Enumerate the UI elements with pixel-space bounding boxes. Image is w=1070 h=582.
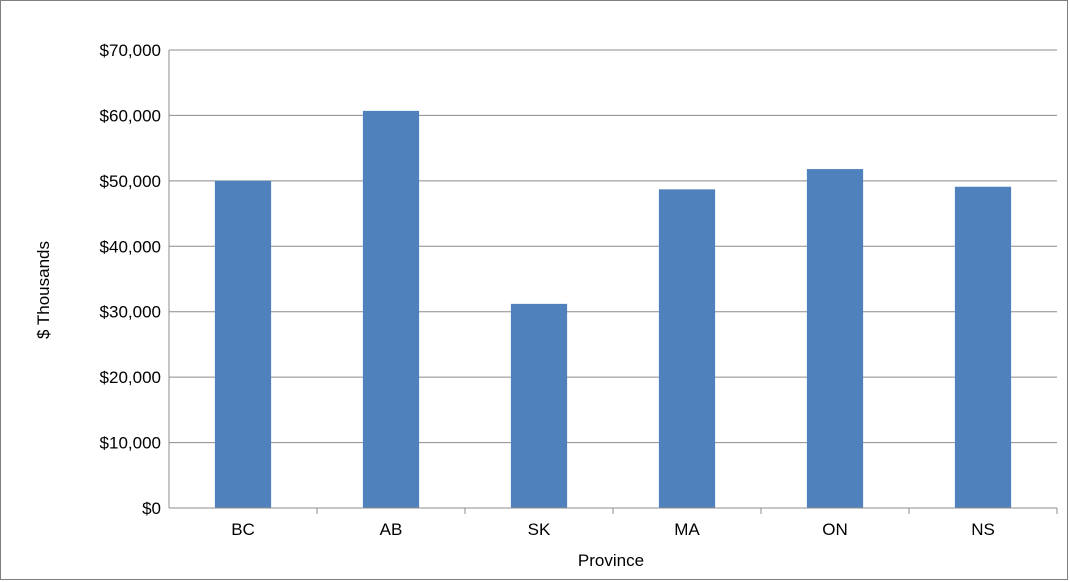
- x-tick-label: MA: [674, 520, 700, 539]
- y-tick-label: $40,000: [100, 237, 161, 256]
- x-tick-label: SK: [528, 520, 551, 539]
- bar-ma: [658, 189, 716, 508]
- gridlines: [169, 49, 1057, 444]
- y-tick-label: $70,000: [100, 41, 161, 60]
- y-tick-labels: $0 $10,000 $20,000 $30,000 $40,000 $50,000 $60…: [100, 41, 161, 518]
- x-tick-label: NS: [971, 520, 995, 539]
- x-tick-label: BC: [231, 520, 255, 539]
- x-axis-title: Province: [578, 551, 644, 570]
- x-tick-labels: BC AB SK MA ON NS: [231, 520, 995, 539]
- bars: [214, 110, 1012, 508]
- axes: [168, 50, 1058, 514]
- x-tick-label: ON: [822, 520, 848, 539]
- y-tick-label: $20,000: [100, 368, 161, 387]
- y-axis-title: $ Thousands: [34, 241, 53, 339]
- y-tick-label: $0: [142, 499, 161, 518]
- y-tick-label: $10,000: [100, 434, 161, 453]
- bar-sk: [510, 303, 568, 508]
- bar-bc: [214, 180, 272, 508]
- bar-ab: [362, 110, 420, 508]
- y-tick-label: $50,000: [100, 172, 161, 191]
- y-tick-label: $60,000: [100, 106, 161, 125]
- y-tick-label: $30,000: [100, 303, 161, 322]
- x-tick-label: AB: [380, 520, 403, 539]
- bar-ns: [954, 186, 1012, 508]
- bar-on: [806, 169, 864, 508]
